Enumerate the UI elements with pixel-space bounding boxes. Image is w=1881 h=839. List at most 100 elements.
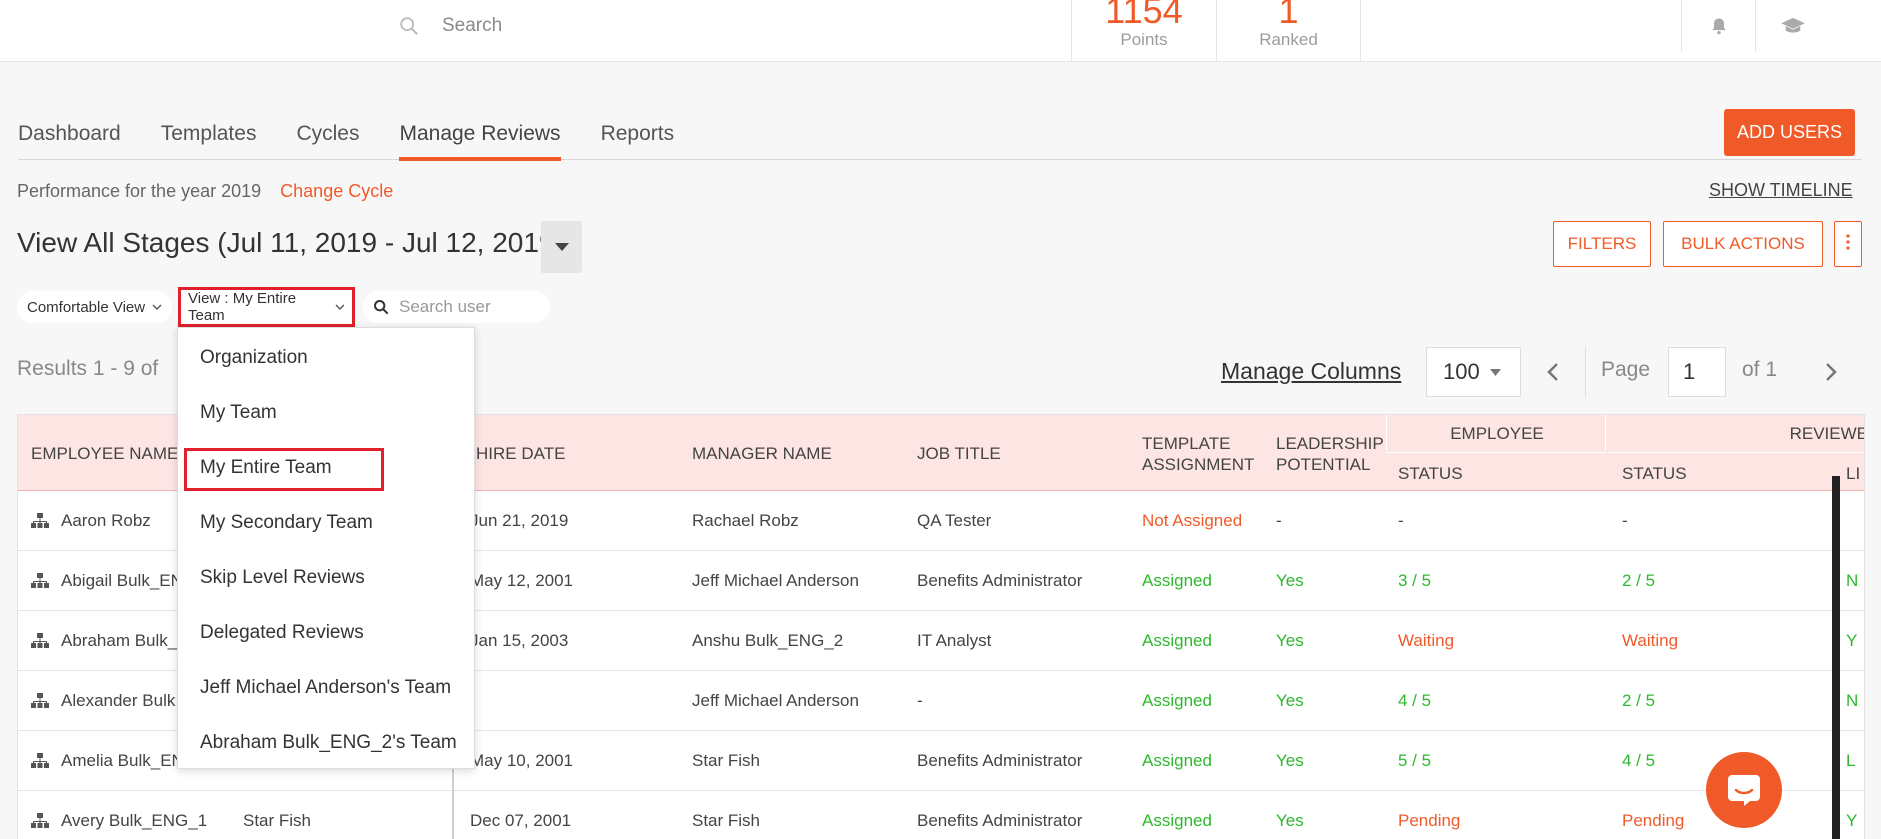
- tab-dashboard[interactable]: Dashboard: [18, 122, 121, 145]
- table-row[interactable]: Abigail Bulk_EN May 12, 2001 Jeff Michael …: [18, 551, 1864, 611]
- dropdown-option-abraham-bulk-eng-2-s-team[interactable]: Abraham Bulk_ENG_2's Team: [200, 732, 457, 753]
- learning-button[interactable]: [1755, 0, 1830, 52]
- team-view-select[interactable]: View : My Entire Team: [178, 287, 355, 327]
- dropdown-option-organization[interactable]: Organization: [200, 347, 308, 368]
- employee-name-cell: Abigail Bulk_EN: [31, 551, 183, 611]
- dropdown-option-my-team[interactable]: My Team: [200, 402, 277, 423]
- col-leadership-potential[interactable]: LEADERSHIP POTENTIAL: [1276, 434, 1384, 474]
- col-job-title[interactable]: JOB TITLE: [917, 444, 1001, 463]
- bulk-actions-button[interactable]: BULK ACTIONS: [1663, 221, 1823, 267]
- job-title-cell: Benefits Administrator: [917, 551, 1082, 611]
- search-icon: [400, 17, 418, 35]
- add-users-button[interactable]: ADD USERS: [1724, 109, 1855, 156]
- hire-date-cell-text: Jun 21, 2019: [470, 511, 569, 530]
- manager-name-cell-text: Jeff Michael Anderson: [692, 571, 859, 590]
- employee-name-cell-text[interactable]: Abraham Bulk_: [61, 631, 178, 650]
- org-chart-icon[interactable]: [31, 633, 49, 649]
- filters-button[interactable]: FILTERS: [1553, 221, 1651, 267]
- template-assignment-cell: Assigned: [1142, 551, 1212, 611]
- hire-date-cell-text: Jan 15, 2003: [470, 631, 569, 650]
- last-column-cell: Y: [1846, 791, 1857, 839]
- manage-columns-link[interactable]: Manage Columns: [1221, 358, 1402, 384]
- employee-name-cell: Alexander Bulk: [31, 671, 175, 731]
- next-page-button[interactable]: [1817, 356, 1845, 388]
- reviewer-status-cell: -: [1622, 491, 1628, 551]
- tab-cycles[interactable]: Cycles: [296, 122, 360, 145]
- reviewer-group-cell: REVIEWE: [1608, 415, 1864, 453]
- prev-page-button[interactable]: [1539, 356, 1567, 388]
- org-chart-icon[interactable]: [31, 813, 49, 829]
- employee-status-cell: Waiting: [1398, 611, 1454, 671]
- pager-divider: [1585, 347, 1586, 397]
- table-row[interactable]: Aaron Robz Jun 21, 2019 Rachael Robz QA Tes…: [18, 491, 1864, 551]
- org-chart-icon[interactable]: [31, 513, 49, 529]
- view-mode-select[interactable]: Comfortable View: [17, 291, 172, 323]
- tab-templates[interactable]: Templates: [160, 122, 257, 145]
- org-chart-icon[interactable]: [31, 693, 49, 709]
- org-chart-icon[interactable]: [31, 573, 49, 589]
- employee-name-cell-text[interactable]: Aaron Robz: [61, 511, 151, 530]
- main-tabs: Dashboard Templates Cycles Manage Review…: [18, 112, 1862, 161]
- table-row[interactable]: Abraham Bulk_ Jan 15, 2003 Anshu Bulk_ENG_…: [18, 611, 1864, 671]
- notifications-button[interactable]: [1681, 0, 1756, 52]
- dropdown-option-my-entire-team[interactable]: My Entire Team: [200, 457, 332, 478]
- reviewer-status-cell-text: -: [1622, 511, 1628, 530]
- employee-name-cell: Amelia Bulk_EN: [31, 731, 184, 791]
- dropdown-option-jeff-michael-anderson-s-team[interactable]: Jeff Michael Anderson's Team: [200, 677, 452, 698]
- last-column-cell: L: [1846, 731, 1855, 791]
- col-reviewer-status[interactable]: STATUS: [1622, 464, 1687, 483]
- table-row[interactable]: Avery Bulk_ENG_1 Star Fish Dec 07, 2001 Sta…: [18, 791, 1864, 839]
- col-employee-name[interactable]: EMPLOYEE NAME: [31, 444, 179, 463]
- reviewer-status-cell: Waiting: [1622, 611, 1678, 671]
- per-page-select[interactable]: 100: [1426, 347, 1521, 397]
- kebab-icon: [1846, 233, 1850, 250]
- employee-name-cell-text[interactable]: Abigail Bulk_EN: [61, 571, 183, 590]
- template-assignment-cell-text: Not Assigned: [1142, 511, 1243, 530]
- performance-info: Performance for the year 2019 Change Cyc…: [17, 181, 393, 202]
- manager-name-cell-text: Jeff Michael Anderson: [692, 691, 859, 710]
- reviewer-status-cell: 4 / 5: [1622, 731, 1655, 791]
- col-employee-status[interactable]: STATUS: [1398, 464, 1463, 483]
- show-timeline-link[interactable]: SHOW TIMELINE: [1709, 180, 1853, 200]
- more-actions-button[interactable]: [1834, 221, 1862, 267]
- last-column-cell: N: [1846, 551, 1858, 611]
- global-search[interactable]: Search: [398, 0, 502, 52]
- employee-status-cell-text: 4 / 5: [1398, 691, 1432, 710]
- col-template-assignment[interactable]: TEMPLATE ASSIGNMENT: [1142, 434, 1255, 474]
- org-chart-icon[interactable]: [31, 753, 49, 769]
- bell-icon: [1712, 18, 1726, 35]
- employee-name-cell-text[interactable]: Amelia Bulk_EN: [61, 751, 184, 770]
- dropdown-option-my-secondary-team[interactable]: My Secondary Team: [200, 512, 373, 533]
- manager-name-cell: Star Fish: [692, 791, 760, 839]
- col-hire-date[interactable]: HIRE DATE: [476, 444, 566, 463]
- ranked-value: 1: [1278, 0, 1299, 31]
- table-row[interactable]: Amelia Bulk_EN May 10, 2001 Star Fish Benef…: [18, 731, 1864, 791]
- tab-reports[interactable]: Reports: [600, 122, 675, 145]
- page-number-input[interactable]: [1668, 347, 1726, 397]
- manager-name-cell: Rachael Robz: [692, 491, 799, 551]
- reviewer-status-cell-text: 4 / 5: [1622, 751, 1656, 770]
- hire-date-cell: May 10, 2001: [470, 731, 573, 791]
- search-user-input[interactable]: Search user: [363, 291, 550, 323]
- leadership-potential-cell: Yes: [1276, 671, 1304, 731]
- dropdown-option-delegated-reviews[interactable]: Delegated Reviews: [200, 622, 364, 643]
- leadership-potential-cell-text: Yes: [1276, 631, 1304, 650]
- dropdown-option-skip-level-reviews[interactable]: Skip Level Reviews: [200, 567, 365, 588]
- view-mode-label: Comfortable View: [27, 298, 146, 316]
- hire-date-cell-text: May 10, 2001: [470, 751, 574, 770]
- table-row[interactable]: Alexander Bulk Jeff Michael Anderson - Assi…: [18, 671, 1864, 731]
- per-page-value: 100: [1443, 359, 1480, 384]
- employee-name-cell-text[interactable]: Alexander Bulk: [61, 691, 176, 710]
- chat-launcher-button[interactable]: [1706, 752, 1782, 828]
- stage-select-toggle[interactable]: [541, 221, 582, 273]
- ranked-stat[interactable]: 1 Ranked: [1216, 0, 1361, 62]
- employee-name-cell-text[interactable]: Avery Bulk_ENG_1: [61, 811, 208, 830]
- col-last[interactable]: LI: [1846, 464, 1861, 483]
- tab-manage-reviews[interactable]: Manage Reviews: [399, 112, 561, 161]
- col-manager-name[interactable]: MANAGER NAME: [692, 444, 832, 463]
- last-column-cell: Y: [1846, 611, 1857, 671]
- change-cycle-link[interactable]: Change Cycle: [280, 181, 394, 201]
- points-stat[interactable]: 1154 Points: [1071, 0, 1216, 62]
- table-scrollbar[interactable]: [1832, 476, 1840, 839]
- graduation-cap-icon: [1781, 17, 1805, 33]
